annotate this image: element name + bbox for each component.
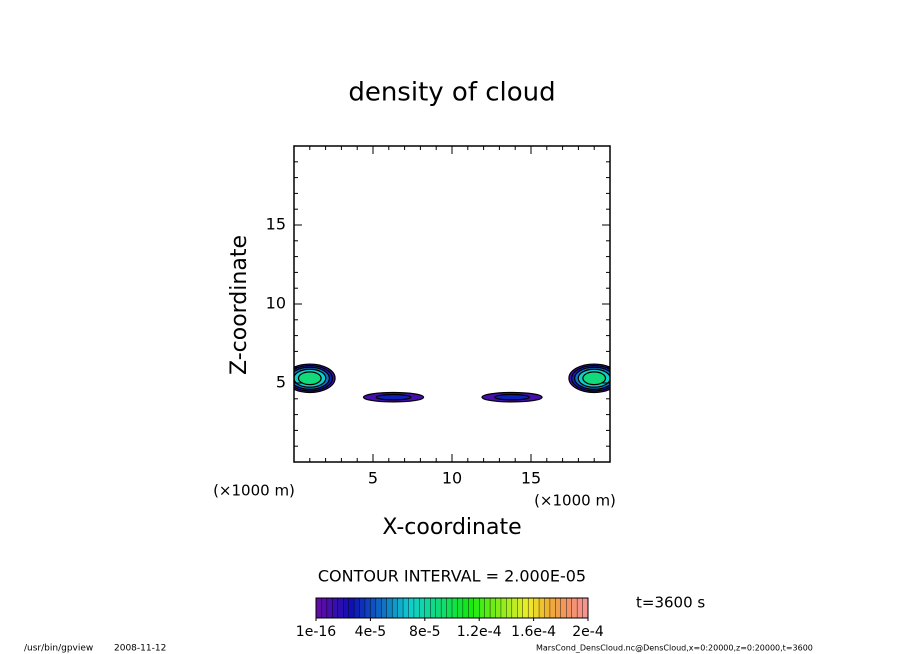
colorbar-segment bbox=[321, 597, 328, 619]
contour-interval: CONTOUR INTERVAL = 2.000E-05 bbox=[318, 567, 586, 586]
date: 2008-11-12 bbox=[114, 644, 166, 654]
colorbar-segment bbox=[538, 597, 545, 619]
colorbar-label: 8e-5 bbox=[409, 624, 440, 640]
colorbar-segment bbox=[353, 597, 361, 619]
x-tick-label: 10 bbox=[442, 469, 462, 488]
time-label: t=3600 s bbox=[636, 594, 705, 612]
source: MarsCond_DensCloud.nc@DensCloud,x=0:2000… bbox=[536, 644, 813, 653]
colorbar-segment bbox=[419, 597, 426, 619]
colorbar-segment bbox=[424, 597, 431, 619]
colorbar-segment bbox=[391, 597, 399, 619]
colorbar-segment bbox=[489, 597, 497, 619]
colorbar-segment bbox=[500, 597, 507, 619]
colorbar-segment bbox=[527, 597, 535, 619]
colorbar-label: 1.6e-4 bbox=[511, 624, 556, 640]
colorbar-segment bbox=[522, 597, 529, 619]
colorbar-segment bbox=[348, 597, 355, 619]
colorbar-segment bbox=[408, 597, 415, 619]
x-tick-label: 5 bbox=[368, 469, 378, 488]
colorbar-segment bbox=[386, 597, 393, 619]
colorbar-frame bbox=[315, 597, 589, 619]
colorbar-segment bbox=[440, 597, 448, 619]
colorbar-segment bbox=[332, 597, 339, 619]
plot-frame bbox=[293, 145, 611, 463]
colorbar-segment bbox=[511, 597, 518, 619]
contour-field bbox=[294, 363, 610, 403]
colorbar-segment bbox=[560, 597, 567, 619]
colorbar-segment bbox=[337, 597, 344, 619]
program: /usr/bin/gpview bbox=[24, 644, 93, 654]
colorbar-segment bbox=[359, 597, 366, 619]
colorbar-segment bbox=[397, 597, 404, 619]
colorbar-segment bbox=[446, 597, 453, 619]
y-axis-label: Z-coordinate bbox=[227, 235, 252, 375]
colorbar-segment bbox=[495, 597, 502, 619]
colorbar-label: 4e-5 bbox=[355, 624, 386, 640]
colorbar-segment bbox=[533, 597, 540, 619]
colorbar-segment bbox=[315, 597, 322, 619]
chart-title: density of cloud bbox=[348, 78, 555, 108]
colorbar-segment bbox=[544, 597, 551, 619]
contour-region bbox=[582, 371, 607, 386]
colorbar-segment bbox=[468, 597, 475, 619]
colorbar-segment bbox=[571, 597, 578, 619]
colorbar-segment bbox=[566, 597, 573, 619]
y-tick-label: 10 bbox=[266, 294, 286, 313]
colorbar-segment bbox=[343, 597, 350, 619]
x-unit: (×1000 m) bbox=[534, 492, 616, 510]
colorbar-segment bbox=[435, 597, 442, 619]
colorbar-segment bbox=[517, 597, 524, 619]
colorbar-segment bbox=[451, 597, 458, 619]
contour-region bbox=[375, 393, 412, 401]
colorbar-segment bbox=[364, 597, 371, 619]
colorbar-label: 2e-4 bbox=[572, 624, 604, 640]
colorbar-segment bbox=[381, 597, 388, 619]
contour-region bbox=[297, 371, 322, 386]
colorbar-segment bbox=[375, 597, 382, 619]
colorbar-segment bbox=[457, 597, 464, 619]
x-tick-label: 15 bbox=[521, 469, 541, 488]
y-tick-label: 15 bbox=[266, 215, 286, 234]
colorbar-segment bbox=[479, 597, 486, 619]
colorbar-segment bbox=[413, 597, 420, 619]
colorbar-segment bbox=[402, 597, 409, 619]
colorbar-segment bbox=[506, 597, 513, 619]
colorbar-label: 1e-16 bbox=[296, 624, 336, 640]
colorbar-segment bbox=[326, 597, 333, 619]
x-axis-label: X-coordinate bbox=[382, 515, 521, 540]
colorbar-segment bbox=[555, 597, 562, 619]
colorbar-segment bbox=[370, 597, 377, 619]
colorbar-segment bbox=[430, 597, 437, 619]
colorbar-segment bbox=[582, 597, 589, 619]
colorbar-segment bbox=[473, 597, 480, 619]
colorbar-segment bbox=[484, 597, 491, 619]
colorbar-segment bbox=[576, 597, 584, 619]
y-tick-label: 5 bbox=[276, 373, 286, 392]
colorbar-segment bbox=[462, 597, 469, 619]
colorbar-label: 1.2e-4 bbox=[457, 624, 502, 640]
colorbar-segment bbox=[549, 597, 556, 619]
contour-region bbox=[494, 393, 530, 401]
y-unit: (×1000 m) bbox=[213, 482, 295, 500]
